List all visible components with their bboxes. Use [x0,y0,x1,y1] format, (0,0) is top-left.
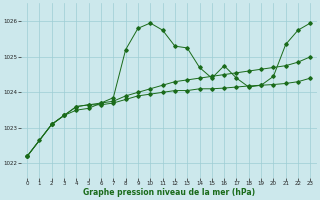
X-axis label: Graphe pression niveau de la mer (hPa): Graphe pression niveau de la mer (hPa) [83,188,255,197]
